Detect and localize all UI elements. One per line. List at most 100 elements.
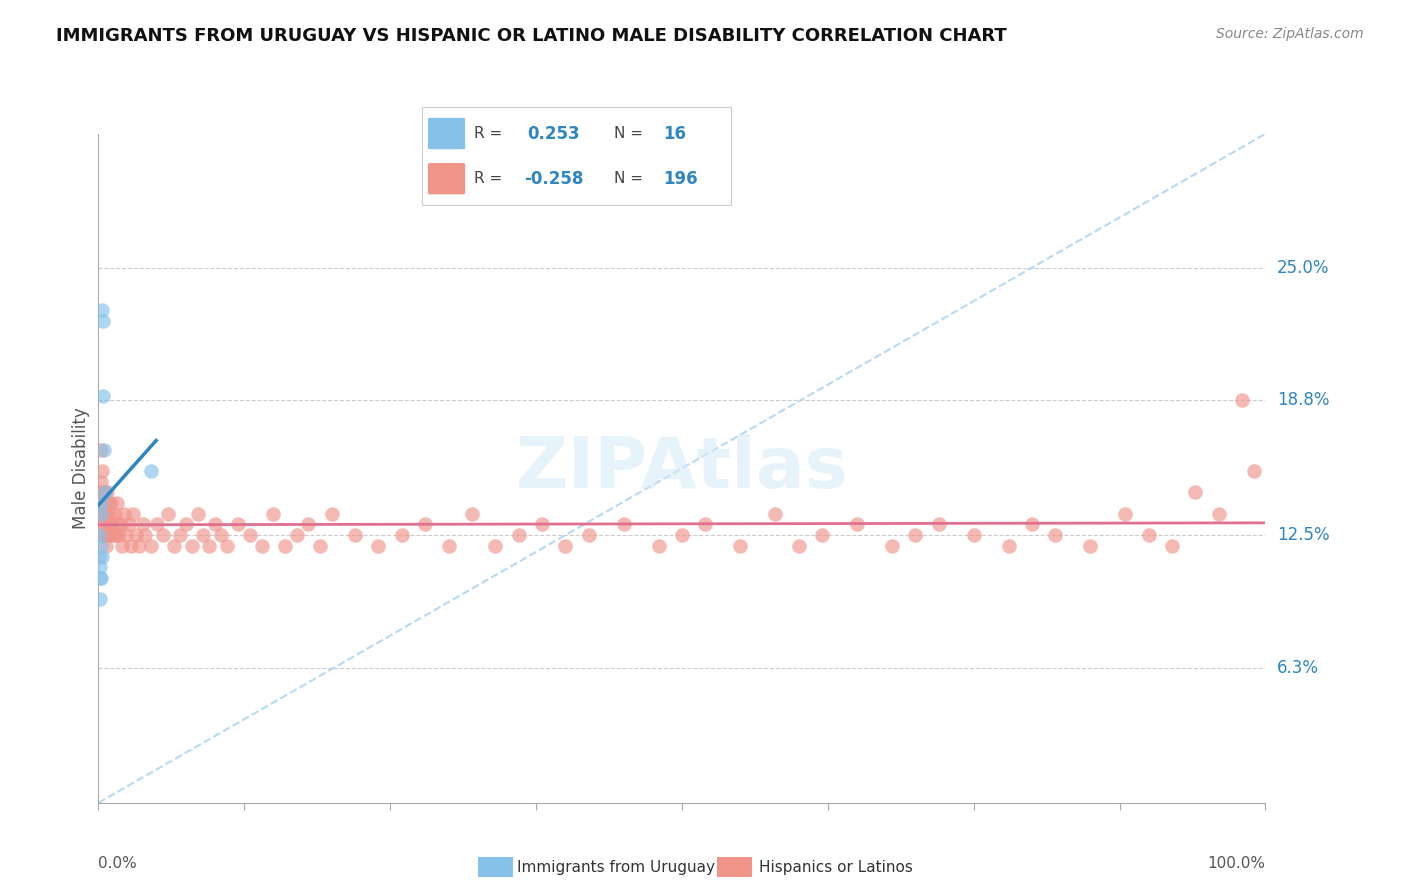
Point [461, 507, 484, 521]
FancyBboxPatch shape [427, 118, 465, 149]
Point [344, 528, 367, 542]
Point [101, 517, 124, 532]
Point [98, 528, 121, 542]
Point [89, 571, 111, 585]
Point [367, 539, 389, 553]
Point [612, 517, 634, 532]
Text: 16: 16 [664, 125, 686, 143]
Text: ZIPAtlas: ZIPAtlas [516, 434, 848, 503]
Point [89, 592, 111, 607]
Point [554, 539, 576, 553]
Point [97, 496, 120, 510]
Point [157, 507, 180, 521]
Text: 196: 196 [664, 169, 697, 187]
Point [90, 442, 112, 457]
Point [132, 517, 155, 532]
Text: IMMIGRANTS FROM URUGUAY VS HISPANIC OR LATINO MALE DISABILITY CORRELATION CHART: IMMIGRANTS FROM URUGUAY VS HISPANIC OR L… [56, 27, 1007, 45]
Point [91, 507, 114, 521]
Point [239, 528, 262, 542]
Point [93, 528, 115, 542]
Point [391, 528, 413, 542]
Text: 18.8%: 18.8% [1277, 392, 1330, 409]
Text: 100.0%: 100.0% [1208, 856, 1265, 871]
Point [1021, 517, 1043, 532]
Point [193, 528, 215, 542]
Point [93, 517, 115, 532]
Point [94, 539, 117, 553]
Point [1137, 528, 1160, 542]
Point [845, 517, 868, 532]
Point [139, 464, 162, 478]
Point [228, 517, 250, 532]
Point [89, 560, 111, 574]
Point [104, 507, 127, 521]
Point [146, 517, 169, 532]
Point [90, 496, 112, 510]
Point [928, 517, 950, 532]
Text: 0.253: 0.253 [527, 125, 579, 143]
Point [215, 539, 238, 553]
Point [89, 507, 111, 521]
Point [578, 528, 600, 542]
Point [647, 539, 669, 553]
Point [90, 539, 112, 553]
Text: Immigrants from Uruguay: Immigrants from Uruguay [517, 860, 716, 874]
Point [262, 507, 284, 521]
Point [1114, 507, 1136, 521]
Point [1045, 528, 1067, 542]
Point [787, 539, 810, 553]
Point [250, 539, 273, 553]
Point [880, 539, 903, 553]
Point [134, 528, 156, 542]
Point [763, 507, 786, 521]
Point [111, 539, 134, 553]
Point [94, 517, 117, 532]
Point [174, 517, 197, 532]
Text: 25.0%: 25.0% [1277, 259, 1330, 277]
Point [1184, 485, 1206, 500]
Point [120, 539, 142, 553]
Point [91, 314, 114, 328]
Point [437, 539, 460, 553]
Point [321, 507, 343, 521]
Point [115, 528, 138, 542]
Point [93, 442, 115, 457]
Point [104, 528, 127, 542]
Point [90, 464, 112, 478]
Text: R =: R = [474, 126, 502, 141]
Text: N =: N = [613, 171, 643, 186]
Point [962, 528, 984, 542]
Point [1208, 507, 1230, 521]
Point [90, 571, 112, 585]
Point [730, 539, 752, 553]
Text: 12.5%: 12.5% [1277, 526, 1330, 544]
Point [90, 303, 112, 318]
Point [112, 507, 135, 521]
Y-axis label: Male Disability: Male Disability [72, 408, 90, 529]
Point [96, 507, 118, 521]
Point [997, 539, 1019, 553]
Point [1230, 393, 1253, 408]
Point [413, 517, 436, 532]
Point [125, 528, 148, 542]
Point [108, 528, 131, 542]
Point [163, 539, 186, 553]
Point [100, 496, 122, 510]
Text: N =: N = [613, 126, 643, 141]
Point [90, 549, 112, 564]
Point [139, 539, 162, 553]
Text: -0.258: -0.258 [524, 169, 583, 187]
Text: 6.3%: 6.3% [1277, 659, 1319, 677]
Point [94, 485, 117, 500]
Point [89, 475, 111, 489]
Point [274, 539, 297, 553]
Text: R =: R = [474, 171, 502, 186]
Point [530, 517, 553, 532]
Text: Hispanics or Latinos: Hispanics or Latinos [759, 860, 912, 874]
Point [152, 528, 174, 542]
Point [204, 517, 226, 532]
Point [128, 539, 150, 553]
Text: 0.0%: 0.0% [98, 856, 138, 871]
Point [695, 517, 717, 532]
Point [94, 485, 117, 500]
